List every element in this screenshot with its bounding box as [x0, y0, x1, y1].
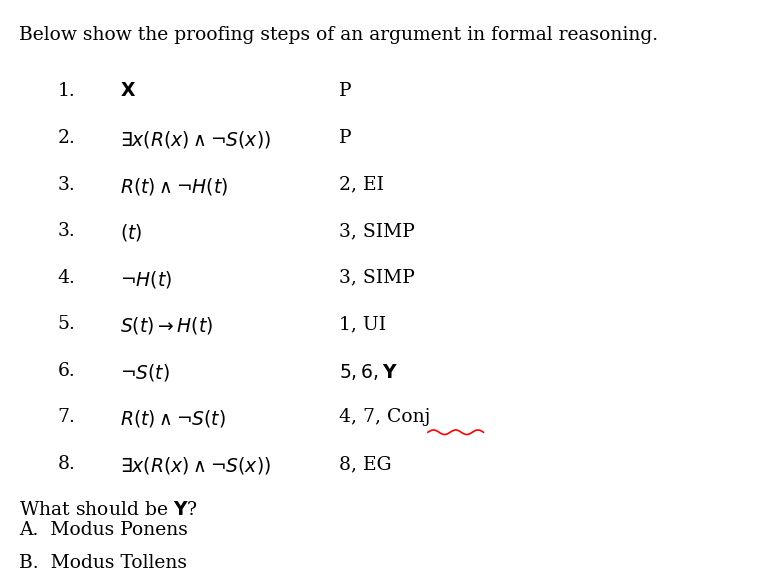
Text: 2, EI: 2, EI — [339, 176, 384, 194]
Text: $\exists x(R(x)\wedge\neg S(x))$: $\exists x(R(x)\wedge\neg S(x))$ — [120, 455, 271, 476]
Text: 3, SIMP: 3, SIMP — [339, 269, 415, 287]
Text: 6.: 6. — [58, 362, 76, 380]
Text: B.  Modus Tollens: B. Modus Tollens — [19, 554, 187, 568]
Text: $\exists x(R(x)\wedge\neg S(x))$: $\exists x(R(x)\wedge\neg S(x))$ — [120, 129, 271, 150]
Text: $S(t)\rightarrow H(t)$: $S(t)\rightarrow H(t)$ — [120, 315, 213, 336]
Text: 5.: 5. — [58, 315, 76, 333]
Text: A.  Modus Ponens: A. Modus Ponens — [19, 521, 188, 540]
Text: $R(t)\wedge\neg S(t)$: $R(t)\wedge\neg S(t)$ — [120, 408, 225, 429]
Text: $\neg H(t)$: $\neg H(t)$ — [120, 269, 172, 290]
Text: $(t)$: $(t)$ — [120, 222, 142, 243]
Text: 3, SIMP: 3, SIMP — [339, 222, 415, 240]
Text: What should be $\mathbf{Y}$?: What should be $\mathbf{Y}$? — [19, 501, 198, 519]
Text: P: P — [339, 129, 352, 147]
Text: 3.: 3. — [58, 176, 76, 194]
Text: 1, UI: 1, UI — [339, 315, 386, 333]
Text: Below show the proofing steps of an argument in formal reasoning.: Below show the proofing steps of an argu… — [19, 26, 658, 44]
Text: 8, EG: 8, EG — [339, 455, 392, 473]
Text: 4.: 4. — [58, 269, 76, 287]
Text: $\neg S(t)$: $\neg S(t)$ — [120, 362, 170, 383]
Text: 2.: 2. — [58, 129, 76, 147]
Text: P: P — [339, 82, 352, 101]
Text: 8.: 8. — [58, 455, 76, 473]
Text: $R(t)\wedge\neg H(t)$: $R(t)\wedge\neg H(t)$ — [120, 176, 227, 197]
Text: 1.: 1. — [58, 82, 76, 101]
Text: 7.: 7. — [58, 408, 76, 427]
Text: 4, 7, Conj: 4, 7, Conj — [339, 408, 431, 427]
Text: 3.: 3. — [58, 222, 76, 240]
Text: $\mathbf{X}$: $\mathbf{X}$ — [120, 82, 136, 101]
Text: $5, 6, \mathbf{Y}$: $5, 6, \mathbf{Y}$ — [339, 362, 398, 382]
